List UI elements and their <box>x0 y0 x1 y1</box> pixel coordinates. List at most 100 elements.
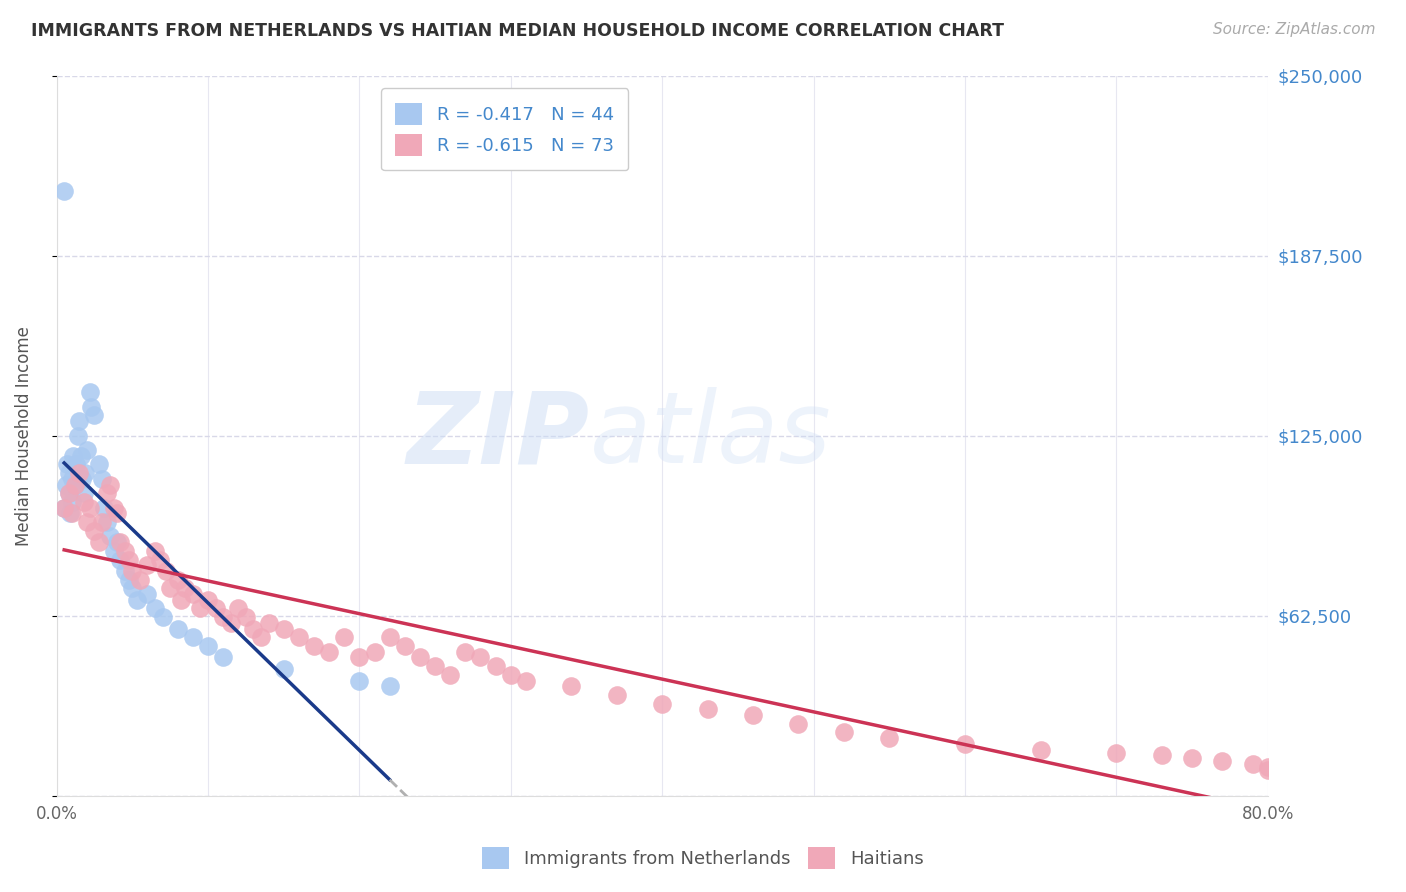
Point <box>1257 763 1279 777</box>
Point <box>114 544 136 558</box>
Point <box>60 472 83 486</box>
Point <box>1181 751 1204 765</box>
Point <box>877 731 900 746</box>
Point <box>67 466 90 480</box>
Point <box>742 708 765 723</box>
Point <box>118 552 141 566</box>
Point <box>1211 754 1233 768</box>
Point <box>53 500 76 515</box>
Point <box>155 564 177 578</box>
Point <box>302 639 325 653</box>
Point <box>515 673 537 688</box>
Point <box>83 524 105 538</box>
Point <box>143 601 166 615</box>
Point <box>121 564 143 578</box>
Point <box>73 495 96 509</box>
Point <box>114 564 136 578</box>
Point <box>76 443 98 458</box>
Point <box>219 615 242 630</box>
Point <box>212 610 235 624</box>
Point <box>333 630 356 644</box>
Point <box>103 544 125 558</box>
Legend: R = -0.417   N = 44, R = -0.615   N = 73: R = -0.417 N = 44, R = -0.615 N = 73 <box>381 88 628 170</box>
Point <box>226 601 249 615</box>
Point <box>378 630 401 644</box>
Point <box>118 573 141 587</box>
Point <box>56 458 79 472</box>
Point <box>87 458 110 472</box>
Text: IMMIGRANTS FROM NETHERLANDS VS HAITIAN MEDIAN HOUSEHOLD INCOME CORRELATION CHART: IMMIGRANTS FROM NETHERLANDS VS HAITIAN M… <box>31 22 1004 40</box>
Point <box>159 582 181 596</box>
Legend: Immigrants from Netherlands, Haitians: Immigrants from Netherlands, Haitians <box>475 839 931 876</box>
Point <box>96 486 118 500</box>
Point <box>349 650 371 665</box>
Point <box>76 515 98 529</box>
Point <box>166 573 188 587</box>
Point <box>470 650 492 665</box>
Point <box>349 673 371 688</box>
Point <box>58 466 80 480</box>
Point <box>174 582 197 596</box>
Point <box>170 592 193 607</box>
Point <box>93 500 115 515</box>
Point <box>181 587 204 601</box>
Point <box>60 507 83 521</box>
Point <box>485 659 508 673</box>
Point <box>128 573 150 587</box>
Point <box>98 529 121 543</box>
Point <box>62 449 84 463</box>
Point <box>197 639 219 653</box>
Point <box>1241 757 1264 772</box>
Point <box>136 558 159 573</box>
Text: atlas: atlas <box>589 387 831 484</box>
Point <box>832 725 855 739</box>
Y-axis label: Median Household Income: Median Household Income <box>15 326 32 546</box>
Point <box>1105 746 1128 760</box>
Point <box>125 592 148 607</box>
Text: ZIP: ZIP <box>406 387 589 484</box>
Point <box>242 622 264 636</box>
Point <box>72 472 94 486</box>
Point <box>143 544 166 558</box>
Point <box>91 515 114 529</box>
Point <box>53 184 76 198</box>
Point <box>250 630 273 644</box>
Point <box>65 458 87 472</box>
Point <box>83 409 105 423</box>
Point <box>499 667 522 681</box>
Point <box>55 477 77 491</box>
Point <box>79 500 101 515</box>
Point <box>136 587 159 601</box>
Point <box>73 486 96 500</box>
Point <box>63 477 86 491</box>
Text: Source: ZipAtlas.com: Source: ZipAtlas.com <box>1212 22 1375 37</box>
Point <box>318 645 340 659</box>
Point <box>651 697 673 711</box>
Point <box>80 400 103 414</box>
Point <box>66 428 89 442</box>
Point <box>235 610 257 624</box>
Point <box>1150 748 1173 763</box>
Point <box>59 507 82 521</box>
Point <box>787 716 810 731</box>
Point <box>378 679 401 693</box>
Point <box>63 477 86 491</box>
Point <box>53 500 76 515</box>
Point <box>696 702 718 716</box>
Point <box>58 486 80 500</box>
Point <box>105 535 128 549</box>
Point <box>423 659 446 673</box>
Point <box>288 630 311 644</box>
Point <box>67 414 90 428</box>
Point <box>108 535 131 549</box>
Point <box>606 688 628 702</box>
Point <box>212 650 235 665</box>
Point <box>409 650 432 665</box>
Point <box>91 472 114 486</box>
Point <box>69 449 91 463</box>
Point <box>197 592 219 607</box>
Point <box>58 486 80 500</box>
Point <box>87 535 110 549</box>
Point <box>108 552 131 566</box>
Point <box>1029 742 1052 756</box>
